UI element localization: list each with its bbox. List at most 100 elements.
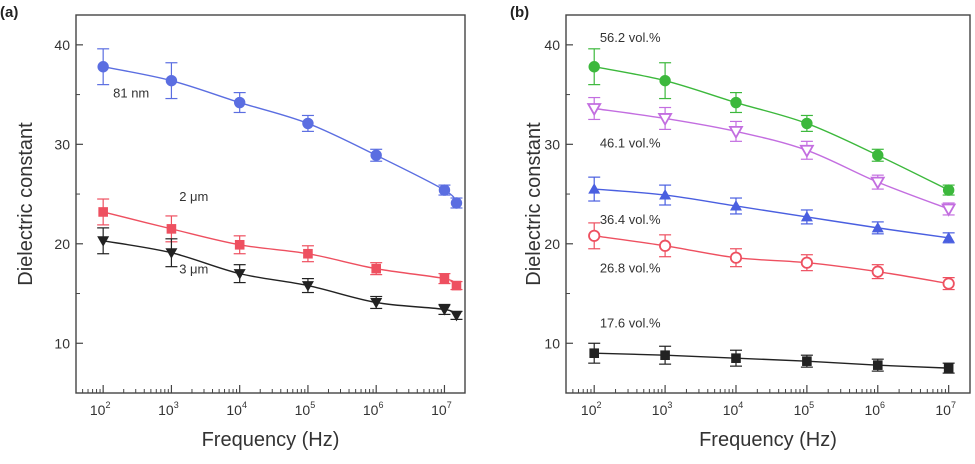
series-line (594, 235, 949, 285)
marker-circle (438, 184, 451, 196)
marker-square (943, 363, 954, 373)
marker-square (166, 224, 177, 234)
y-axis-title: Dielectric constant (523, 122, 545, 286)
series-line (594, 66, 949, 191)
series-line (594, 352, 949, 369)
x-tick-label: 106 (864, 400, 885, 418)
marker-triangle-down-open (799, 144, 815, 159)
marker-circle (730, 96, 742, 109)
series-label: 2 μm (179, 189, 208, 204)
panel-label: (a) (0, 4, 18, 21)
panel-label: (b) (510, 4, 529, 21)
x-axis-title: Frequency (Hz) (202, 429, 340, 451)
marker-circle (370, 149, 382, 161)
marker-circle (801, 117, 813, 130)
series-4: 17.6 vol.% (588, 315, 955, 374)
series-3: 26.8 vol.% (588, 222, 955, 291)
marker-triangle-down-open (728, 125, 744, 140)
marker-triangle-down (301, 281, 314, 292)
marker-circle (233, 96, 246, 109)
x-tick-label: 104 (723, 400, 744, 418)
marker-triangle-down (450, 310, 463, 322)
series-label: 3 μm (179, 262, 208, 277)
marker-square (731, 353, 741, 363)
x-axis-title: Frequency (Hz) (699, 429, 837, 451)
marker-triangle-down-open (870, 176, 886, 190)
x-tick-label: 103 (652, 400, 673, 418)
series-line (594, 107, 949, 210)
marker-triangle-down-open (657, 113, 673, 127)
marker-square (98, 207, 108, 217)
series-label: 56.2 vol.% (600, 30, 661, 45)
y-axis-title: Dielectric constant (15, 122, 37, 286)
series-line (102, 211, 457, 287)
x-tick-label: 106 (363, 400, 384, 418)
marker-circle-open (871, 265, 884, 278)
marker-triangle-up (729, 199, 742, 211)
y-tick-label: 30 (54, 136, 70, 152)
y-tick-label: 20 (544, 236, 560, 252)
marker-square (451, 280, 462, 291)
y-tick-label: 40 (544, 37, 560, 53)
plot-frame (75, 14, 466, 394)
series-label: 36.4 vol.% (600, 212, 661, 227)
y-tick-label: 40 (54, 37, 70, 53)
marker-circle (588, 61, 600, 73)
y-tick-label: 10 (544, 335, 560, 351)
marker-triangle-down (165, 248, 178, 259)
marker-triangle-down (233, 269, 246, 280)
marker-circle (97, 61, 109, 73)
marker-triangle-down (438, 304, 451, 316)
x-tick-label: 105 (295, 400, 316, 418)
series-1: 46.1 vol.% (586, 96, 957, 217)
series-line (103, 66, 458, 204)
marker-triangle-up (800, 210, 813, 222)
series-2: 36.4 vol.% (588, 176, 955, 244)
marker-square (439, 273, 450, 284)
marker-triangle-down (370, 297, 383, 309)
series-label: 17.6 vol.% (600, 315, 661, 330)
panel-a: (a) 10 20 30 40 102 103 104 105 106 107 Frequency (… (0, 4, 466, 451)
marker-triangle-up (871, 221, 884, 233)
marker-triangle-down (97, 236, 110, 247)
marker-square (872, 360, 883, 370)
series-label: 81 nm (113, 86, 149, 101)
y-tick-label: 30 (544, 136, 560, 152)
series-2: 3 μm (97, 227, 463, 322)
marker-square (589, 348, 600, 359)
marker-circle (302, 117, 314, 130)
series-label: 26.8 vol.% (600, 261, 661, 276)
marker-circle-open (588, 229, 601, 242)
marker-square (371, 263, 381, 274)
x-tick-label: 107 (431, 400, 452, 418)
marker-triangle-down-open (586, 103, 602, 117)
x-tick-label: 105 (794, 400, 815, 418)
marker-triangle-up (659, 189, 672, 200)
marker-circle-open (800, 256, 813, 269)
marker-triangle-down-open (941, 203, 957, 217)
y-tick-label: 10 (54, 335, 70, 351)
y-tick-label: 20 (54, 236, 70, 252)
marker-circle (872, 149, 884, 161)
panel-b: (b) 10 20 30 40 102 103 104 105 106 107 Frequency (… (510, 4, 971, 451)
marker-triangle-up (942, 231, 955, 243)
x-tick-label: 104 (226, 400, 247, 418)
series-0: 81 nm (97, 48, 463, 209)
marker-triangle-up (588, 183, 601, 194)
marker-circle (450, 197, 463, 209)
plot-frame (565, 14, 971, 394)
marker-circle-open (942, 277, 955, 290)
marker-square (303, 248, 313, 259)
marker-square (234, 239, 245, 250)
series-line (594, 188, 949, 239)
marker-circle (659, 74, 671, 87)
x-tick-label: 102 (581, 400, 602, 418)
x-tick-label: 107 (935, 400, 956, 418)
series-line (103, 240, 457, 317)
series-0: 56.2 vol.% (588, 30, 955, 196)
x-tick-label: 102 (90, 400, 111, 418)
series-label: 46.1 vol.% (600, 135, 661, 150)
series-1: 2 μm (97, 189, 463, 291)
marker-square (802, 356, 812, 366)
